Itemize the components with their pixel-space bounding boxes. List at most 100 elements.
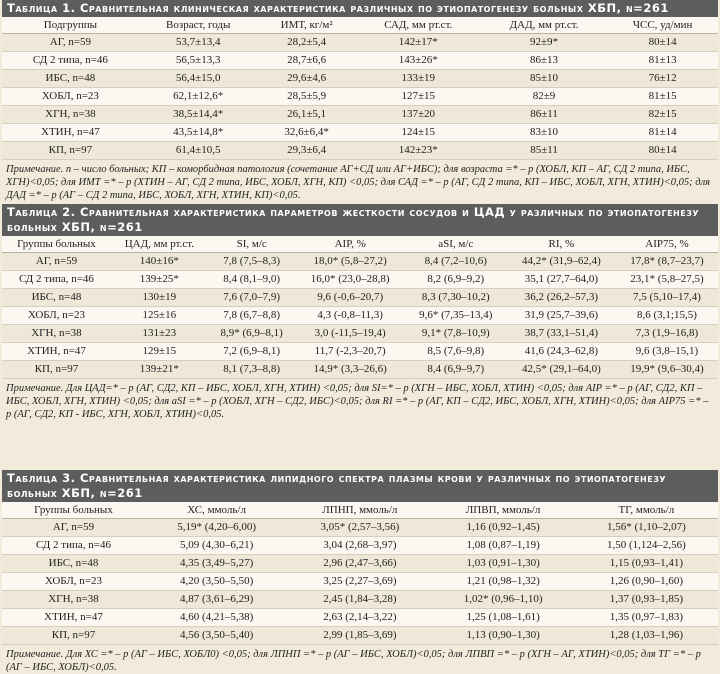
table-cell: 18,0* (5,8–27,2)	[295, 252, 405, 271]
table-cell: 142±23*	[355, 141, 481, 160]
table-note: Примечание. Для ЦАД=* – р (АГ, СД2, КП –…	[6, 383, 709, 420]
table-cell: 1,21 (0,98–1,32)	[431, 572, 575, 591]
table-row: КП, n=97 61,4±10,5 29,3±6,4 142±23* 85±11 80±…	[2, 141, 718, 160]
table-cell: 125±16	[110, 306, 208, 325]
table-cell: 86±13	[480, 51, 608, 70]
table-cell: 131±23	[110, 324, 208, 343]
table-cell: 38,7 (33,1–51,4)	[506, 324, 616, 343]
table-cell: 41,6 (24,3–62,8)	[506, 342, 616, 361]
table-cell: 5,09 (4,30–6,21)	[144, 536, 289, 555]
table-cell: 8,9* (6,9–8,1)	[207, 324, 296, 343]
table-cell: 139±25*	[110, 270, 208, 289]
table-row: ХГН, n=38 131±23 8,9* (6,9–8,1) 3,0 (-11,5–…	[2, 324, 718, 343]
table-row: ХТИН, n=47 4,60 (4,21–5,38) 2,63 (2,14–3,2…	[2, 608, 718, 627]
table-cell: 8,4 (7,2–10,6)	[404, 252, 507, 271]
table-cell: ИБС, n=48	[2, 288, 111, 307]
table-row: ХТИН, n=47 129±15 7,2 (6,9–8,1) 11,7 (-2,3–…	[2, 342, 718, 361]
table-cell: 7,5 (5,10–17,4)	[615, 288, 718, 307]
table-row: СД 2 типа, n=46 5,09 (4,30–6,21) 3,04 (2,6…	[2, 536, 718, 555]
table-row: ИБС, n=48 56,4±15,0 29,6±4,6 133±19 85±10 76±…	[2, 69, 718, 88]
table-note: Примечание. n – число больных; КП – комо…	[6, 164, 711, 201]
table-row: АГ, n=59 5,19* (4,20–6,00) 3,05* (2,57–3,5…	[2, 518, 718, 537]
table-cell: 2,96 (2,47–3,66)	[288, 554, 432, 573]
table-cell: 42,5* (29,1–64,0)	[506, 360, 616, 379]
table-cell: 1,15 (0,93–1,41)	[574, 554, 718, 573]
table-cell: 17,8* (8,7–23,7)	[615, 252, 718, 271]
table-cell: 7,3 (1,9–16,8)	[615, 324, 718, 343]
table-row: КП, n=97 4,56 (3,50–5,40) 2,99 (1,85–3,69)…	[2, 626, 718, 645]
table-cell: 1,26 (0,90–1,60)	[574, 572, 718, 591]
column-header: ЦАД, мм рт.ст.	[110, 236, 208, 253]
table-cell: СД 2 типа, n=46	[2, 270, 111, 289]
data-table: Подгруппы Возраст, годы ИМТ, кг/м² САД, мм …	[2, 17, 718, 160]
table-cell: 81±13	[607, 51, 718, 70]
table-cell: АГ, n=59	[2, 33, 139, 52]
table-cell: 4,3 (-0,8–11,3)	[295, 306, 405, 325]
table-cell: 1,03 (0,91–1,30)	[431, 554, 575, 573]
column-header: Подгруппы	[2, 17, 139, 34]
column-header: AIP, %	[295, 236, 405, 253]
table-cell: 3,25 (2,27–3,69)	[288, 572, 432, 591]
table-cell: 140±16*	[110, 252, 208, 271]
table-cell: 28,7±6,6	[257, 51, 356, 70]
table-block: Таблица 3. Сравнительная характеристика …	[2, 470, 718, 674]
table-cell: 3,04 (2,68–3,97)	[288, 536, 432, 555]
table-cell: 16,0* (23,0–28,8)	[295, 270, 405, 289]
table-row: ХОБЛ, n=23 62,1±12,6* 28,5±5,9 127±15 82±9 81…	[2, 87, 718, 106]
table-cell: 2,63 (2,14–3,22)	[288, 608, 432, 627]
table-cell: 8,6 (3,1;15,5)	[615, 306, 718, 325]
table-row: ИБС, n=48 130±19 7,6 (7,0–7,9) 9,6 (-0,6–20…	[2, 288, 718, 307]
table-cell: 82±15	[607, 105, 718, 124]
table-cell: 1,02* (0,96–1,10)	[431, 590, 575, 609]
table-cell: ХОБЛ, n=23	[2, 306, 111, 325]
table-cell: 4,56 (3,50–5,40)	[144, 626, 289, 645]
table-row: КП, n=97 139±21* 8,1 (7,3–8,8) 14,9* (3,3–2…	[2, 360, 718, 379]
column-header: ЛПВП, ммоль/л	[431, 502, 575, 519]
table-cell: 9,1* (7,8–10,9)	[404, 324, 507, 343]
table-row: ХТИН, n=47 43,5±14,8* 32,6±6,4* 124±15 83±10…	[2, 123, 718, 142]
table-row: ХГН, n=38 4,87 (3,61–6,29) 2,45 (1,84–3,28…	[2, 590, 718, 609]
table-cell: КП, n=97	[2, 360, 111, 379]
table-row: СД 2 типа, n=46 139±25* 8,4 (8,1–9,0) 16,0*…	[2, 270, 718, 289]
table-cell: 28,5±5,9	[257, 87, 356, 106]
column-header: Группы больных	[2, 236, 111, 253]
table-cell: 5,19* (4,20–6,00)	[144, 518, 289, 537]
table-cell: 7,8 (7,5–8,3)	[207, 252, 296, 271]
table-cell: 36,2 (26,2–57,3)	[506, 288, 616, 307]
table-cell: 11,7 (-2,3–20,7)	[295, 342, 405, 361]
column-header: ХС, ммоль/л	[144, 502, 289, 519]
table-cell: 92±9*	[480, 33, 608, 52]
table-cell: 1,25 (1,08–1,61)	[431, 608, 575, 627]
table-cell: 1,50 (1,124–2,56)	[574, 536, 718, 555]
data-table: Группы больных ЦАД, мм рт.ст. SI, м/с AIP, …	[2, 236, 718, 379]
table-cell: 1,37 (0,93–1,85)	[574, 590, 718, 609]
column-header: Возраст, годы	[138, 17, 258, 34]
table-cell: 44,2* (31,9–62,4)	[506, 252, 616, 271]
table-cell: ХТИН, n=47	[2, 342, 111, 361]
table-cell: 43,5±14,8*	[138, 123, 258, 142]
table-cell: 1,35 (0,97–1,83)	[574, 608, 718, 627]
table-cell: СД 2 типа, n=46	[2, 51, 139, 70]
table-cell: 4,35 (3,49–5,27)	[144, 554, 289, 573]
table-cell: 7,8 (6,7–8,8)	[207, 306, 296, 325]
table-cell: 2,99 (1,85–3,69)	[288, 626, 432, 645]
column-header: ЛПНП, ммоль/л	[288, 502, 432, 519]
table-cell: 82±9	[480, 87, 608, 106]
column-header: ЧСС, уд/мин	[607, 17, 718, 34]
table-row: АГ, n=59 53,7±13,4 28,2±5,4 142±17* 92±9* 80±…	[2, 33, 718, 52]
table-cell: 85±10	[480, 69, 608, 88]
table-cell: 76±12	[607, 69, 718, 88]
table-cell: 53,7±13,4	[138, 33, 258, 52]
table-cell: 8,2 (6,9–9,2)	[404, 270, 507, 289]
table-cell: 143±26*	[355, 51, 481, 70]
table-cell: 137±20	[355, 105, 481, 124]
table-cell: 1,08 (0,87–1,19)	[431, 536, 575, 555]
table-cell: 26,1±5,1	[257, 105, 356, 124]
table-cell: 31,9 (25,7–39,6)	[506, 306, 616, 325]
table-cell: 35,1 (27,7–64,0)	[506, 270, 616, 289]
table-cell: СД 2 типа, n=46	[2, 536, 145, 555]
column-header: SI, м/с	[207, 236, 296, 253]
table-cell: 133±19	[355, 69, 481, 88]
